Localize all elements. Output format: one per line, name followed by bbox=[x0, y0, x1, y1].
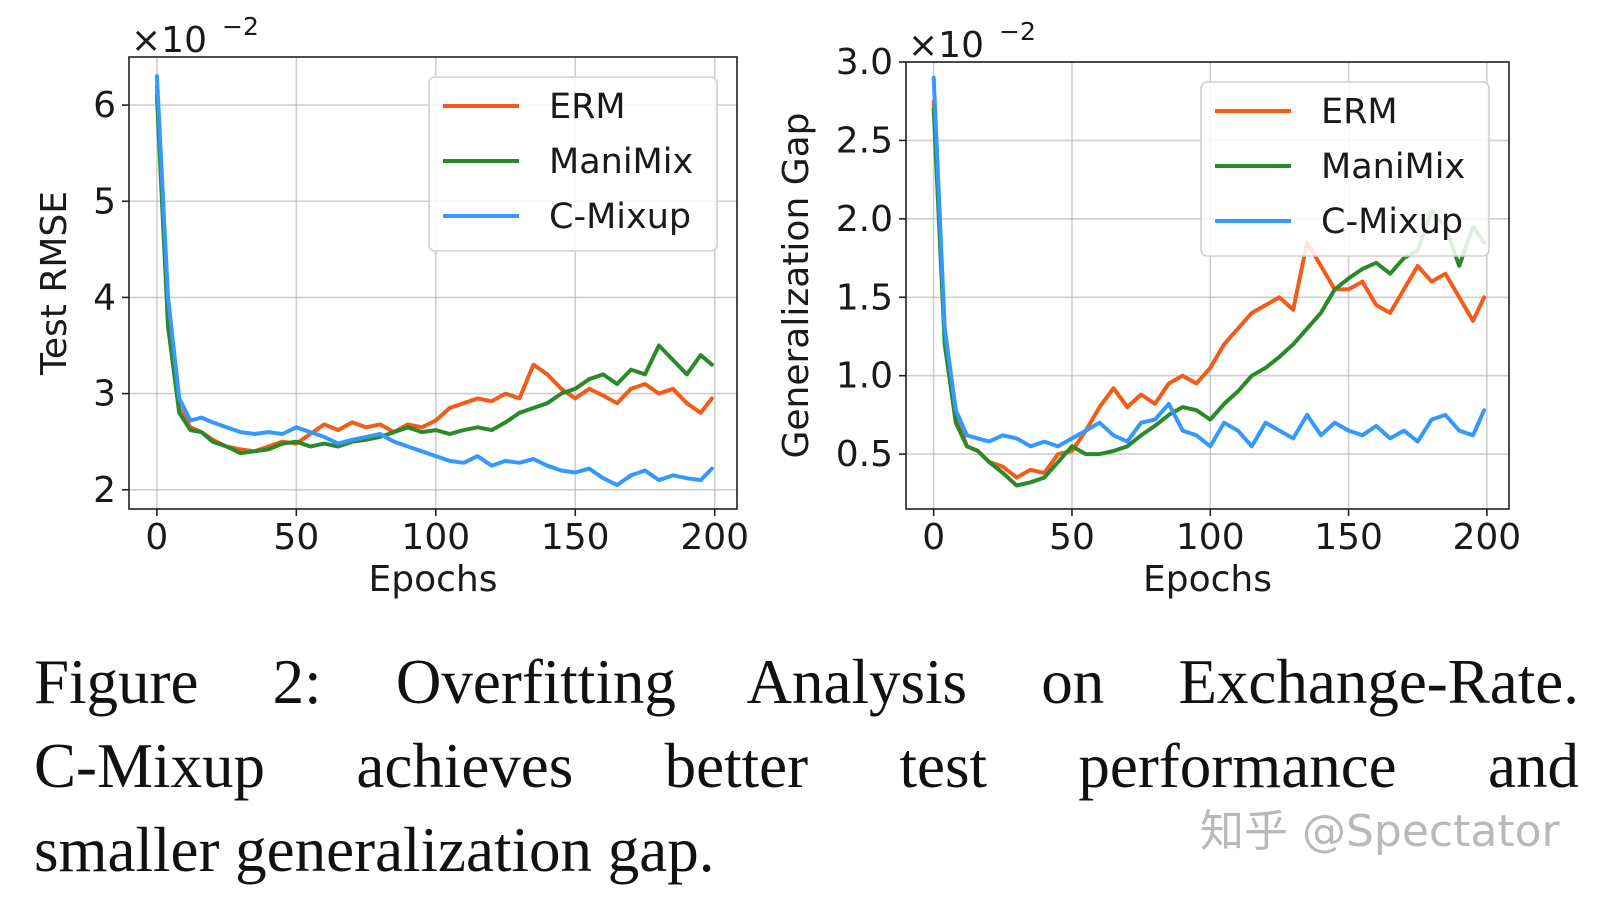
legend-box bbox=[428, 76, 718, 252]
x-axis-label: Epochs bbox=[369, 559, 498, 600]
y-tick-label: 5 bbox=[93, 181, 116, 222]
y-tick-label: 1.0 bbox=[836, 356, 893, 397]
series-line-c-mixup bbox=[154, 74, 714, 487]
series-line-c-mixup bbox=[931, 75, 1487, 449]
x-tick-label: 0 bbox=[145, 517, 168, 558]
series-line-manimix bbox=[931, 107, 1487, 488]
series-line-erm bbox=[154, 83, 714, 454]
series-line-erm bbox=[931, 99, 1487, 480]
caption-line-1: Figure 2: Overfitting Analysis on Exchan… bbox=[34, 647, 1579, 717]
x-tick-label: 150 bbox=[1314, 517, 1383, 558]
y-tick-label: 3 bbox=[93, 374, 116, 415]
x-tick-label: 0 bbox=[922, 517, 945, 558]
y-tick-label: 4 bbox=[93, 277, 116, 318]
watermark: 知乎 @Spectator bbox=[1200, 806, 1560, 857]
legend-box bbox=[1200, 81, 1490, 257]
legend-label-manimix: ManiMix bbox=[1321, 147, 1465, 187]
y-tick-label: 1.5 bbox=[836, 277, 893, 318]
legend-label-manimix: ManiMix bbox=[549, 142, 693, 182]
legend-label-c-mixup: C-Mixup bbox=[1321, 202, 1463, 242]
x-tick-label: 150 bbox=[541, 517, 610, 558]
caption-line-3: smaller generalization gap. bbox=[34, 815, 715, 885]
y-tick-label: 2 bbox=[93, 470, 116, 511]
axis-scale-exponent: −2 bbox=[222, 12, 259, 41]
y-tick-label: 2.0 bbox=[836, 199, 893, 240]
caption-line-2: C-Mixup achieves better test performance… bbox=[34, 731, 1579, 801]
plot-frame bbox=[905, 61, 1510, 510]
axis-scale-label: ×10 bbox=[908, 25, 984, 66]
y-axis-label: Test RMSE bbox=[34, 191, 75, 376]
x-tick-label: 200 bbox=[680, 517, 749, 558]
legend-label-erm: ERM bbox=[549, 87, 626, 127]
generalization-gap-chart: 0 50 100 150 200 0.5 1.0 1.5 2.0 2.5 3.0 Epochs Gene… bbox=[776, 17, 1521, 600]
series-line-manimix bbox=[154, 93, 714, 456]
x-tick-label: 200 bbox=[1453, 517, 1522, 558]
legend-label-c-mixup: C-Mixup bbox=[549, 197, 691, 237]
y-tick-label: 2.5 bbox=[836, 120, 893, 161]
x-tick-label: 100 bbox=[1176, 517, 1245, 558]
plot-frame bbox=[128, 56, 738, 510]
axis-scale-label: ×10 bbox=[131, 20, 207, 61]
y-tick-label: 6 bbox=[93, 85, 116, 126]
legend-label-erm: ERM bbox=[1321, 92, 1398, 132]
x-tick-label: 100 bbox=[401, 517, 470, 558]
test-rmse-chart: 0 50 100 150 200 2 3 4 5 6 Epochs Test RMSE ×10 −2 ERM… bbox=[34, 12, 749, 600]
x-tick-label: 50 bbox=[1049, 517, 1095, 558]
figure-caption: Figure 2: Overfitting Analysis on Exchan… bbox=[34, 640, 1579, 892]
x-axis-label: Epochs bbox=[1143, 559, 1272, 600]
axis-scale-exponent: −2 bbox=[999, 17, 1036, 46]
y-tick-label: 0.5 bbox=[836, 434, 893, 475]
x-tick-label: 50 bbox=[273, 517, 319, 558]
figure-panels: 0 50 100 150 200 2 3 4 5 6 Epochs Test RMSE ×10 −2 ERM… bbox=[34, 12, 1521, 600]
y-axis-label: Generalization Gap bbox=[776, 112, 817, 458]
y-tick-label: 3.0 bbox=[836, 42, 893, 83]
